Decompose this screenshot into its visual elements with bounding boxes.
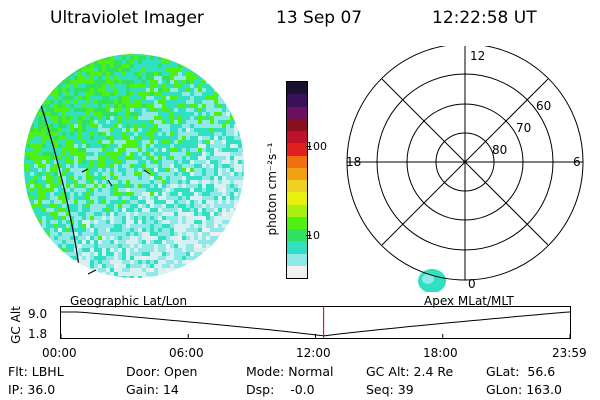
- timeline-right-label: Apex MLat/MLT: [424, 294, 514, 308]
- colorbar-swatch: [287, 216, 307, 229]
- colorbar-swatch: [287, 82, 307, 95]
- mlt-label-18: 18: [346, 155, 361, 169]
- color-scale-bar: [286, 81, 308, 279]
- image-time: 12:22:58 UT: [432, 8, 537, 28]
- timeline-left-label: Geographic Lat/Lon: [70, 294, 188, 308]
- info-gc-alt: GC Alt: 2.4 Re: [366, 364, 454, 379]
- timeline-ylabel: GC Alt: [9, 306, 23, 344]
- colorbar-swatch: [287, 204, 307, 217]
- mlt-label-0: 0: [468, 277, 476, 291]
- timeline-xtick-1: 06:00: [169, 346, 204, 360]
- colorbar-tickmark-10: [306, 235, 311, 236]
- colorbar-swatch: [287, 265, 307, 278]
- image-date: 13 Sep 07: [276, 8, 363, 28]
- timeline-ytick-bottom: 1.8: [28, 327, 48, 341]
- polar-plot: 12 18 6 0 60 70 80: [346, 46, 584, 292]
- lat-label-60: 60: [536, 99, 551, 113]
- colorbar-swatch: [287, 94, 307, 107]
- colorbar-swatch: [287, 131, 307, 144]
- timeline-xtick-4: 23:59: [552, 346, 587, 360]
- colorbar-units-label: photon cm⁻²s⁻¹: [265, 142, 279, 236]
- colorbar-tick-100: 100: [306, 140, 327, 153]
- info-dsp: Dsp: -0.0: [246, 382, 315, 397]
- info-flt: Flt: LBHL: [8, 364, 64, 379]
- colorbar-swatch: [287, 180, 307, 193]
- info-gain: Gain: 14: [126, 382, 179, 397]
- colorbar-swatch: [287, 229, 307, 242]
- auroral-image-pixels: [24, 54, 244, 278]
- timeline-tickmarks: [60, 334, 571, 339]
- colorbar-swatch: [287, 118, 307, 131]
- colorbar-swatch: [287, 192, 307, 205]
- lat-label-70: 70: [516, 121, 531, 135]
- timeline-frame: [60, 306, 571, 339]
- instrument-title: Ultraviolet Imager: [50, 8, 204, 28]
- lat-label-80: 80: [492, 143, 507, 157]
- info-mode: Mode: Normal: [246, 364, 334, 379]
- earth-image: [24, 54, 244, 278]
- colorbar-swatch: [287, 106, 307, 119]
- coastline-fragments: [81, 168, 151, 275]
- colorbar-swatch: [287, 167, 307, 180]
- mlt-label-6: 6: [573, 155, 581, 169]
- colorbar-tickmark-100: [306, 146, 311, 147]
- colorbar-swatch: [287, 155, 307, 168]
- timeline-plot: [60, 306, 571, 339]
- mlt-label-12: 12: [470, 49, 485, 63]
- info-seq: Seq: 39: [366, 382, 414, 397]
- timeline-xtick-0: 00:00: [42, 346, 77, 360]
- altitude-curve: [61, 311, 571, 337]
- colorbar-swatch: [287, 241, 307, 254]
- info-glat: GLat: 56.6: [486, 364, 556, 379]
- timeline-ytick-top: 9.0: [28, 307, 48, 321]
- timeline-xtick-2: 12:00: [296, 346, 331, 360]
- info-door: Door: Open: [126, 364, 198, 379]
- info-ip: IP: 36.0: [8, 382, 56, 397]
- meridian-diag-2: [381, 78, 549, 246]
- colorbar-swatch: [287, 253, 307, 266]
- polar-auroral-blob: [418, 269, 446, 292]
- colorbar-swatch: [287, 143, 307, 156]
- info-glon: GLon: 163.0: [486, 382, 562, 397]
- timeline-xtick-3: 18:00: [423, 346, 458, 360]
- colorbar-tick-10: 10: [306, 229, 320, 242]
